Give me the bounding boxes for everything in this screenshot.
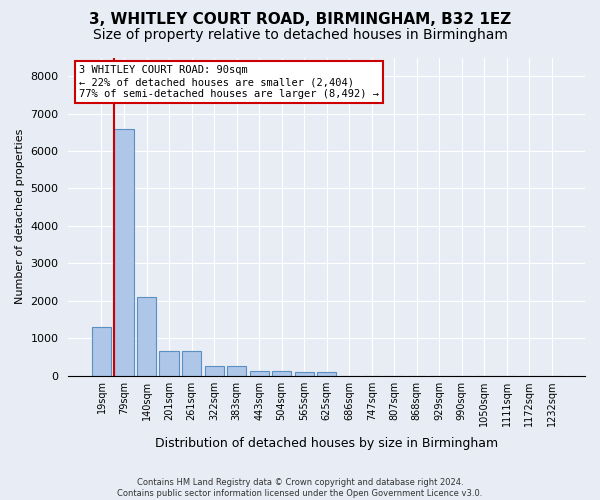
Bar xyxy=(137,297,156,376)
Bar xyxy=(227,366,246,376)
Bar xyxy=(92,327,111,376)
Bar xyxy=(205,366,224,376)
Y-axis label: Number of detached properties: Number of detached properties xyxy=(15,129,25,304)
Text: 3 WHITLEY COURT ROAD: 90sqm
← 22% of detached houses are smaller (2,404)
77% of : 3 WHITLEY COURT ROAD: 90sqm ← 22% of det… xyxy=(79,66,379,98)
Bar xyxy=(250,370,269,376)
Text: Contains HM Land Registry data © Crown copyright and database right 2024.
Contai: Contains HM Land Registry data © Crown c… xyxy=(118,478,482,498)
Bar xyxy=(115,128,134,376)
Text: 3, WHITLEY COURT ROAD, BIRMINGHAM, B32 1EZ: 3, WHITLEY COURT ROAD, BIRMINGHAM, B32 1… xyxy=(89,12,511,28)
X-axis label: Distribution of detached houses by size in Birmingham: Distribution of detached houses by size … xyxy=(155,437,498,450)
Bar xyxy=(182,351,201,376)
Bar xyxy=(295,372,314,376)
Bar xyxy=(317,372,336,376)
Bar xyxy=(160,351,179,376)
Bar xyxy=(272,370,291,376)
Text: Size of property relative to detached houses in Birmingham: Size of property relative to detached ho… xyxy=(92,28,508,42)
